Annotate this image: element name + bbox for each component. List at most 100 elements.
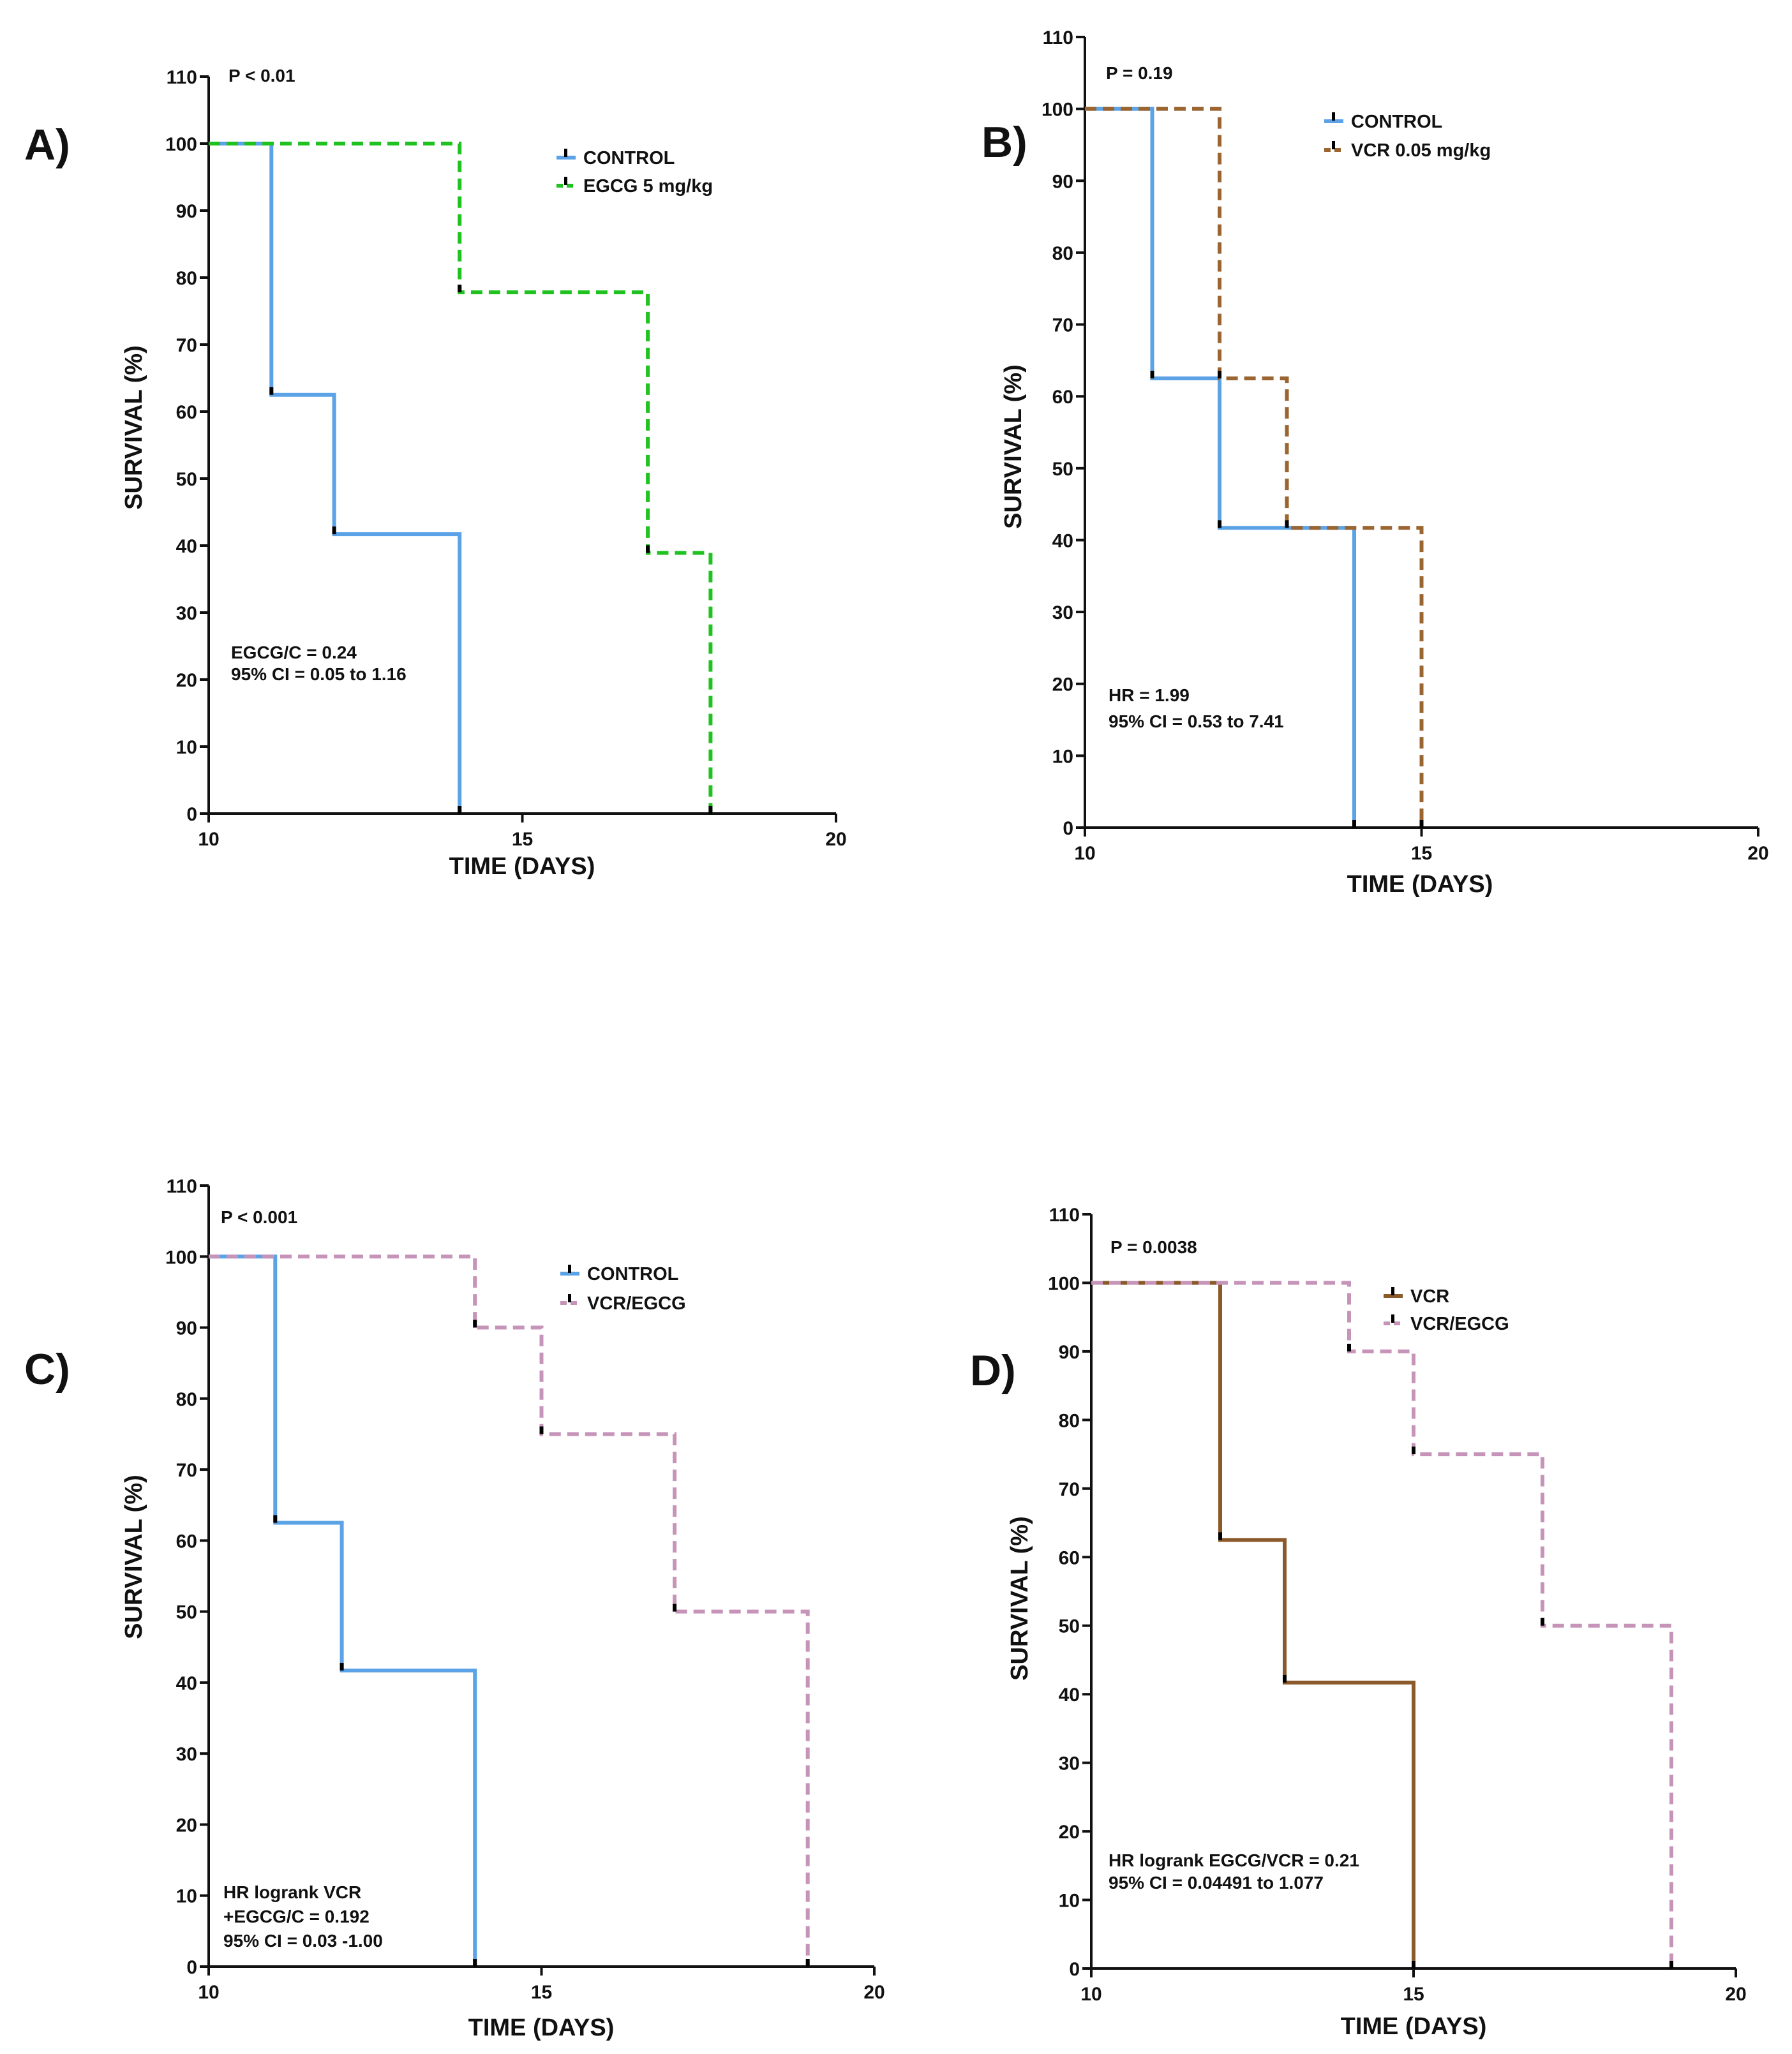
y-tick-label: 40	[176, 1673, 197, 1694]
y-tick-label: 80	[176, 1389, 197, 1410]
y-axis-title: SURVIVAL (%)	[1000, 364, 1027, 529]
panel-label: C)	[24, 1345, 70, 1394]
censor-mark	[1419, 820, 1424, 828]
x-axis-title: TIME (DAYS)	[468, 2014, 615, 2041]
legend-censor-mark	[1332, 112, 1335, 121]
censor-mark	[1347, 1343, 1351, 1351]
series-line-vcr-egcg	[209, 1254, 810, 1967]
y-tick-label: 30	[176, 1744, 197, 1765]
censor-mark	[1218, 371, 1221, 379]
x-tick-label: 20	[863, 1982, 885, 2003]
y-tick-label: 0	[186, 804, 197, 825]
panel-label: B)	[982, 118, 1027, 167]
censor-mark	[646, 545, 650, 553]
y-tick-label: 100	[165, 1247, 197, 1268]
y-tick-label: 40	[176, 536, 197, 557]
legend-label: EGCG 5 mg/kg	[583, 176, 713, 197]
y-tick-label: 0	[1069, 1959, 1080, 1980]
censor-mark	[473, 1320, 477, 1328]
stats-line: +EGCG/C = 0.192	[223, 1907, 370, 1926]
censor-mark	[1218, 1532, 1222, 1540]
y-tick-label: 10	[176, 737, 197, 758]
legend-label: VCR/EGCG	[587, 1293, 686, 1314]
y-axis-title: SURVIVAL (%)	[121, 345, 147, 510]
y-tick-label: 20	[1052, 674, 1073, 696]
legend-censor-mark	[564, 177, 567, 185]
y-tick-label: 80	[1059, 1410, 1080, 1431]
y-tick-label: 0	[186, 1957, 197, 1978]
censor-mark	[1150, 371, 1154, 379]
x-tick-label: 10	[1074, 843, 1095, 864]
x-tick-label: 10	[198, 829, 219, 850]
series-line-control	[209, 142, 462, 814]
y-tick-label: 10	[1052, 746, 1073, 767]
legend-censor-mark	[568, 1294, 571, 1302]
censor-mark	[340, 1662, 344, 1671]
y-tick-label: 100	[1048, 1273, 1080, 1294]
y-tick-label: 30	[176, 603, 197, 624]
stats-line: 95% CI = 0.03 -1.00	[223, 1931, 383, 1951]
y-tick-label: 50	[1052, 459, 1073, 480]
y-tick-label: 20	[176, 670, 197, 691]
stats-line: EGCG/C = 0.24	[231, 643, 357, 662]
series-line-egcg-5-mg-kg	[209, 142, 713, 814]
x-tick-label: 10	[198, 1982, 219, 2003]
legend-censor-mark	[568, 1265, 571, 1273]
censor-mark	[458, 285, 462, 293]
censor-mark	[708, 806, 713, 814]
x-tick-label: 20	[1747, 843, 1768, 864]
y-tick-label: 40	[1052, 530, 1073, 551]
panel-label: D)	[970, 1346, 1016, 1395]
censor-mark	[1412, 1447, 1415, 1455]
censor-mark	[269, 387, 274, 395]
legend-label: VCR	[1410, 1286, 1449, 1307]
censor-mark	[273, 1515, 278, 1523]
y-tick-label: 70	[1059, 1479, 1080, 1500]
censor-mark	[673, 1604, 677, 1612]
p-value: P < 0.001	[221, 1207, 297, 1227]
stats-line: 95% CI = 0.05 to 1.16	[231, 664, 407, 684]
legend-label: VCR/EGCG	[1410, 1314, 1509, 1334]
legend-censor-mark	[1391, 1314, 1394, 1323]
censor-mark	[1283, 1674, 1287, 1683]
censor-mark	[458, 806, 462, 814]
x-tick-label: 20	[825, 829, 846, 850]
x-tick-label: 20	[1725, 1984, 1746, 2005]
censor-mark	[473, 1959, 477, 1967]
stats-line: 95% CI = 0.04491 to 1.077	[1109, 1873, 1324, 1893]
censor-mark	[1352, 820, 1356, 828]
censor-mark	[1541, 1618, 1544, 1626]
panel-label: A)	[24, 121, 70, 169]
censor-mark	[539, 1426, 544, 1434]
y-tick-label: 100	[1042, 100, 1073, 121]
y-tick-label: 110	[167, 1176, 197, 1197]
y-tick-label: 110	[1043, 27, 1073, 48]
y-tick-label: 20	[176, 1815, 197, 1836]
legend-censor-mark	[1332, 141, 1335, 149]
y-tick-label: 60	[176, 1531, 197, 1552]
censor-mark	[1218, 520, 1221, 528]
y-tick-label: 80	[176, 268, 197, 289]
series-line-vcr-0-05-mg-kg	[1085, 107, 1424, 828]
x-axis-title: TIME (DAYS)	[1341, 2013, 1487, 2040]
series-line-control	[209, 1254, 477, 1967]
y-tick-label: 60	[1059, 1547, 1080, 1568]
legend-label: CONTROL	[583, 148, 675, 168]
x-tick-label: 15	[531, 1982, 552, 2003]
y-tick-label: 70	[176, 1460, 197, 1481]
censor-mark	[805, 1959, 810, 1967]
p-value: P < 0.01	[228, 66, 295, 86]
y-tick-label: 50	[176, 469, 197, 490]
x-tick-label: 15	[1403, 1984, 1424, 2005]
censor-mark	[1412, 1961, 1415, 1968]
y-tick-label: 90	[176, 201, 197, 222]
y-tick-label: 10	[176, 1886, 197, 1907]
censor-mark	[332, 526, 336, 535]
p-value: P = 0.19	[1106, 63, 1173, 83]
y-tick-label: 80	[1052, 243, 1073, 264]
legend-censor-mark	[564, 149, 567, 157]
y-tick-label: 70	[176, 335, 197, 356]
stats-line: HR logrank VCR	[223, 1882, 361, 1902]
